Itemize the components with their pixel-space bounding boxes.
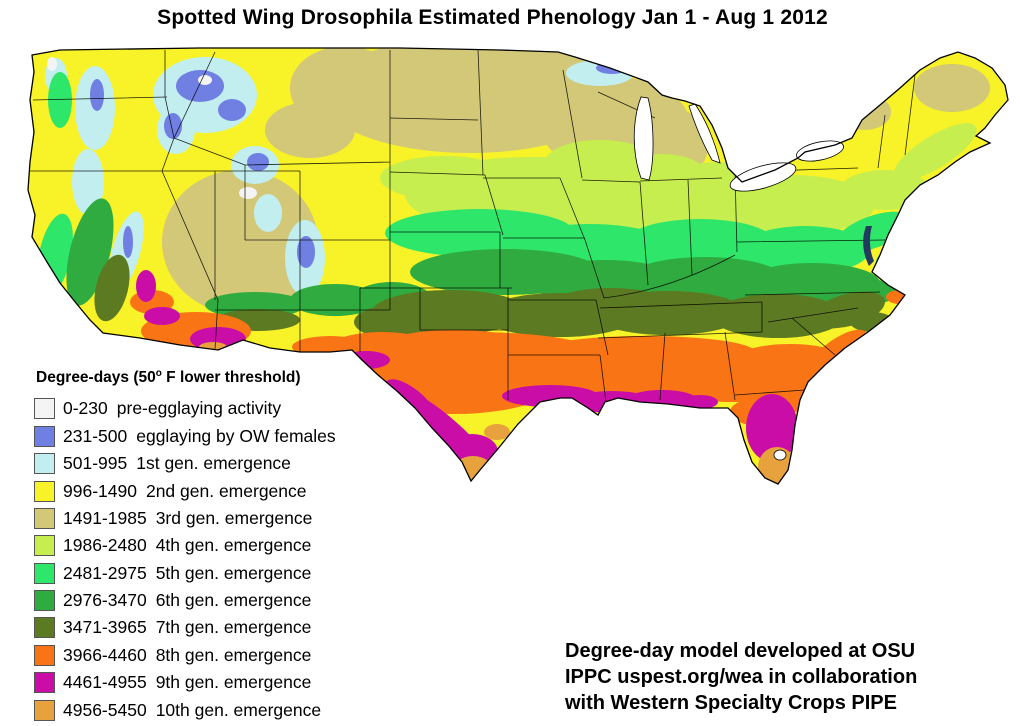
us-outline — [27, 47, 1009, 485]
legend-swatch — [34, 617, 55, 639]
state-borders — [28, 49, 916, 403]
legend-heading: Degree-days (50o F lower threshold) — [36, 368, 301, 387]
legend-item: 1491-1985 3rd gen. emergence — [34, 505, 424, 532]
credit-line-2: IPPC uspest.org/wea in collaboration — [565, 666, 918, 688]
page-title: Spotted Wing Drosophila Estimated Phenol… — [157, 6, 828, 29]
legend-swatch — [34, 562, 55, 584]
legend-swatch — [34, 644, 55, 666]
legend-swatch — [34, 425, 55, 447]
legend-item: 2976-3470 6th gen. emergence — [34, 587, 424, 614]
great-lakes — [633, 96, 844, 461]
legend-item: 4461-4955 9th gen. emergence — [34, 669, 424, 696]
legend: Degree-days (50o F lower threshold) 0-23… — [34, 368, 424, 724]
legend-swatch — [34, 699, 55, 721]
credit-line-1: Degree-day model developed at OSU — [565, 640, 916, 662]
legend-swatch — [34, 480, 55, 502]
legend-item: 231-500 egglaying by OW females — [34, 423, 424, 450]
legend-item: 4956-5450 10th gen. emergence — [34, 696, 424, 723]
chesapeake-bay — [863, 226, 874, 266]
legend-swatch — [34, 398, 55, 420]
legend-item: 1986-2480 4th gen. emergence — [34, 532, 424, 559]
legend-swatch — [34, 453, 55, 475]
zone-7th-gen — [94, 254, 894, 340]
legend-swatch — [34, 590, 55, 612]
legend-item: 501-995 1st gen. emergence — [34, 450, 424, 477]
legend-item: 3471-3965 7th gen. emergence — [34, 614, 424, 641]
credit-text: Degree-day model developed at OSU IPPC u… — [565, 638, 917, 716]
zone-pre-egglaying — [47, 57, 257, 199]
legend-item: 3966-4460 8th gen. emergence — [34, 642, 424, 669]
legend-swatch — [34, 672, 55, 694]
legend-item: 0-230 pre-egglaying activity — [34, 395, 424, 422]
legend-item: 2481-2975 5th gen. emergence — [34, 560, 424, 587]
legend-item: 996-1490 2nd gen. emergence — [34, 477, 424, 504]
legend-swatch — [34, 507, 55, 529]
legend-swatch — [34, 535, 55, 557]
credit-line-3: with Western Specialty Crops PIPE — [565, 692, 897, 714]
